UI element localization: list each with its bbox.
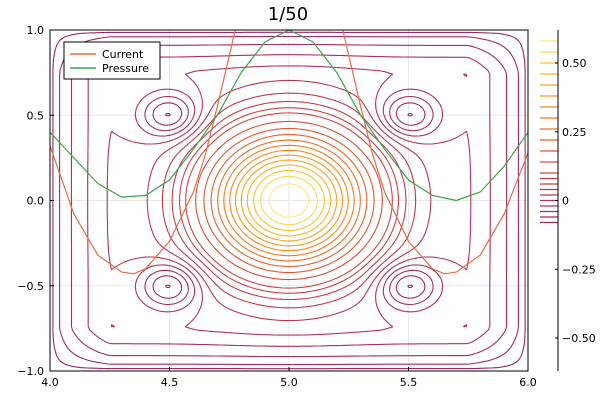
y-axis: −1.0 −0.5 0.0 0.5 1.0	[17, 24, 54, 378]
y-tick-label: 0.5	[27, 109, 45, 122]
contour-line	[234, 154, 344, 247]
legend-box	[63, 41, 161, 80]
series-line-current	[50, 30, 528, 275]
y-tick-label: 0.0	[27, 195, 45, 208]
colorbar-tick-label: 0.25	[562, 126, 587, 139]
series-line-pressure	[50, 30, 528, 202]
contour-line	[240, 159, 338, 242]
x-axis: 4.0 4.5 5.0 5.5 6.0	[41, 367, 537, 389]
x-tick-label: 4.5	[161, 376, 179, 389]
y-tick-label: 1.0	[27, 24, 45, 37]
contour-line	[161, 92, 417, 309]
y-tick-label: −1.0	[17, 365, 44, 378]
contour-line	[210, 133, 368, 268]
contour-line	[185, 112, 393, 289]
contour-line	[223, 144, 355, 257]
colorbar-tick-label: 0	[562, 195, 569, 208]
chart-title: 1/50	[268, 4, 308, 25]
colorbar-tick-label: −0.25	[562, 263, 596, 276]
contour-line	[171, 100, 407, 301]
contour-line	[203, 127, 375, 274]
y-tick-label: −0.5	[17, 280, 44, 293]
legend-label-current: Current	[102, 48, 144, 61]
contour-line	[229, 149, 349, 252]
legend: Current Pressure	[63, 41, 161, 80]
contour-line	[179, 107, 399, 294]
series-lines	[50, 30, 528, 275]
colorbar: 0.50 0.25 0 −0.25 −0.50	[540, 30, 596, 371]
contour-line	[195, 120, 383, 281]
contour-line	[268, 183, 310, 218]
contour-line	[260, 175, 318, 226]
x-tick-label: 5.0	[280, 376, 298, 389]
contour-line	[217, 139, 361, 262]
colorbar-tick-label: 0.50	[562, 57, 587, 70]
x-tick-label: 5.5	[400, 376, 418, 389]
contour-line	[253, 169, 325, 232]
contour-line	[246, 164, 332, 237]
legend-label-pressure: Pressure	[102, 62, 149, 75]
contour-line	[106, 65, 472, 336]
x-tick-label: 4.0	[41, 376, 59, 389]
x-tick-label: 6.0	[519, 376, 537, 389]
contour-line	[52, 31, 526, 370]
contour-line	[87, 54, 491, 347]
contour-lines	[52, 31, 526, 370]
colorbar-tick-label: −0.50	[562, 332, 596, 345]
